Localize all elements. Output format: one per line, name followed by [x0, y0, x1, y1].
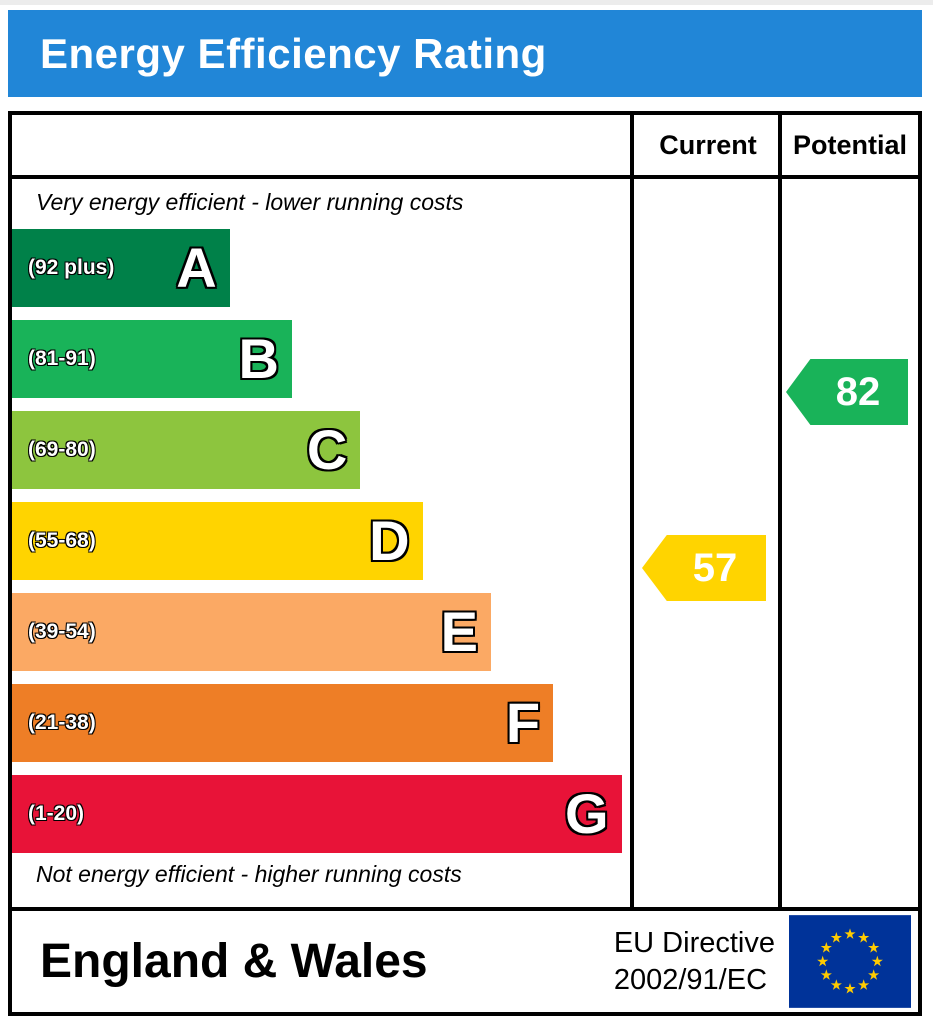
title-banner: Energy Efficiency Rating [8, 10, 922, 97]
rating-table: Current Potential Very energy efficient … [8, 111, 922, 911]
top-edge-strip [0, 0, 933, 5]
band-range-label: (55-68) [28, 529, 96, 552]
band-row-e: (39-54) E [12, 593, 491, 671]
region-label: England & Wales [40, 935, 428, 988]
band-range-label: (21-38) [28, 711, 96, 734]
band-letter: E [440, 600, 478, 663]
bottom-note: Not energy efficient - higher running co… [36, 861, 462, 887]
current-rating-arrow: 57 [642, 535, 766, 601]
band-letter: D [369, 509, 410, 572]
band-list: (92 plus) A (81-91) B (69-80) C (55-68) … [12, 229, 634, 866]
eu-flag-icon [789, 915, 911, 1008]
band-row-b: (81-91) B [12, 320, 292, 398]
band-range-label: (92 plus) [28, 256, 115, 279]
potential-column-divider [778, 115, 782, 907]
current-column-header: Current [659, 129, 757, 160]
band-range-label: (39-54) [28, 620, 96, 643]
page-title: Energy Efficiency Rating [40, 29, 547, 77]
band-range-label: (81-91) [28, 347, 96, 370]
band-row-d: (55-68) D [12, 502, 423, 580]
band-letter: C [306, 418, 348, 481]
potential-rating-value: 82 [835, 369, 881, 414]
top-note: Very energy efficient - lower running co… [36, 189, 464, 215]
band-range-label: (1-20) [28, 802, 85, 825]
column-header-row: Current Potential [12, 115, 918, 179]
eu-directive-label: EU Directive 2002/91/EC [614, 925, 775, 998]
footer-bar: England & Wales EU Directive 2002/91/EC [8, 907, 922, 1016]
eu-directive-line1: EU Directive [613, 927, 775, 960]
current-rating-value: 57 [692, 545, 738, 590]
eu-directive-line2: 2002/91/EC [613, 963, 768, 996]
band-row-a: (92 plus) A [12, 229, 230, 307]
band-row-g: (1-20) G [12, 775, 622, 853]
band-letter: F [505, 691, 541, 754]
column-header-spacer [12, 115, 634, 175]
potential-rating-arrow: 82 [786, 359, 908, 425]
potential-column-header: Potential [792, 129, 907, 160]
current-column-divider [630, 115, 634, 907]
band-letter: G [564, 782, 609, 845]
band-row-c: (69-80) C [12, 411, 361, 489]
band-letter: B [238, 327, 279, 390]
band-row-f: (21-38) F [12, 684, 554, 762]
band-letter: A [176, 236, 217, 299]
band-range-label: (69-80) [28, 438, 96, 461]
